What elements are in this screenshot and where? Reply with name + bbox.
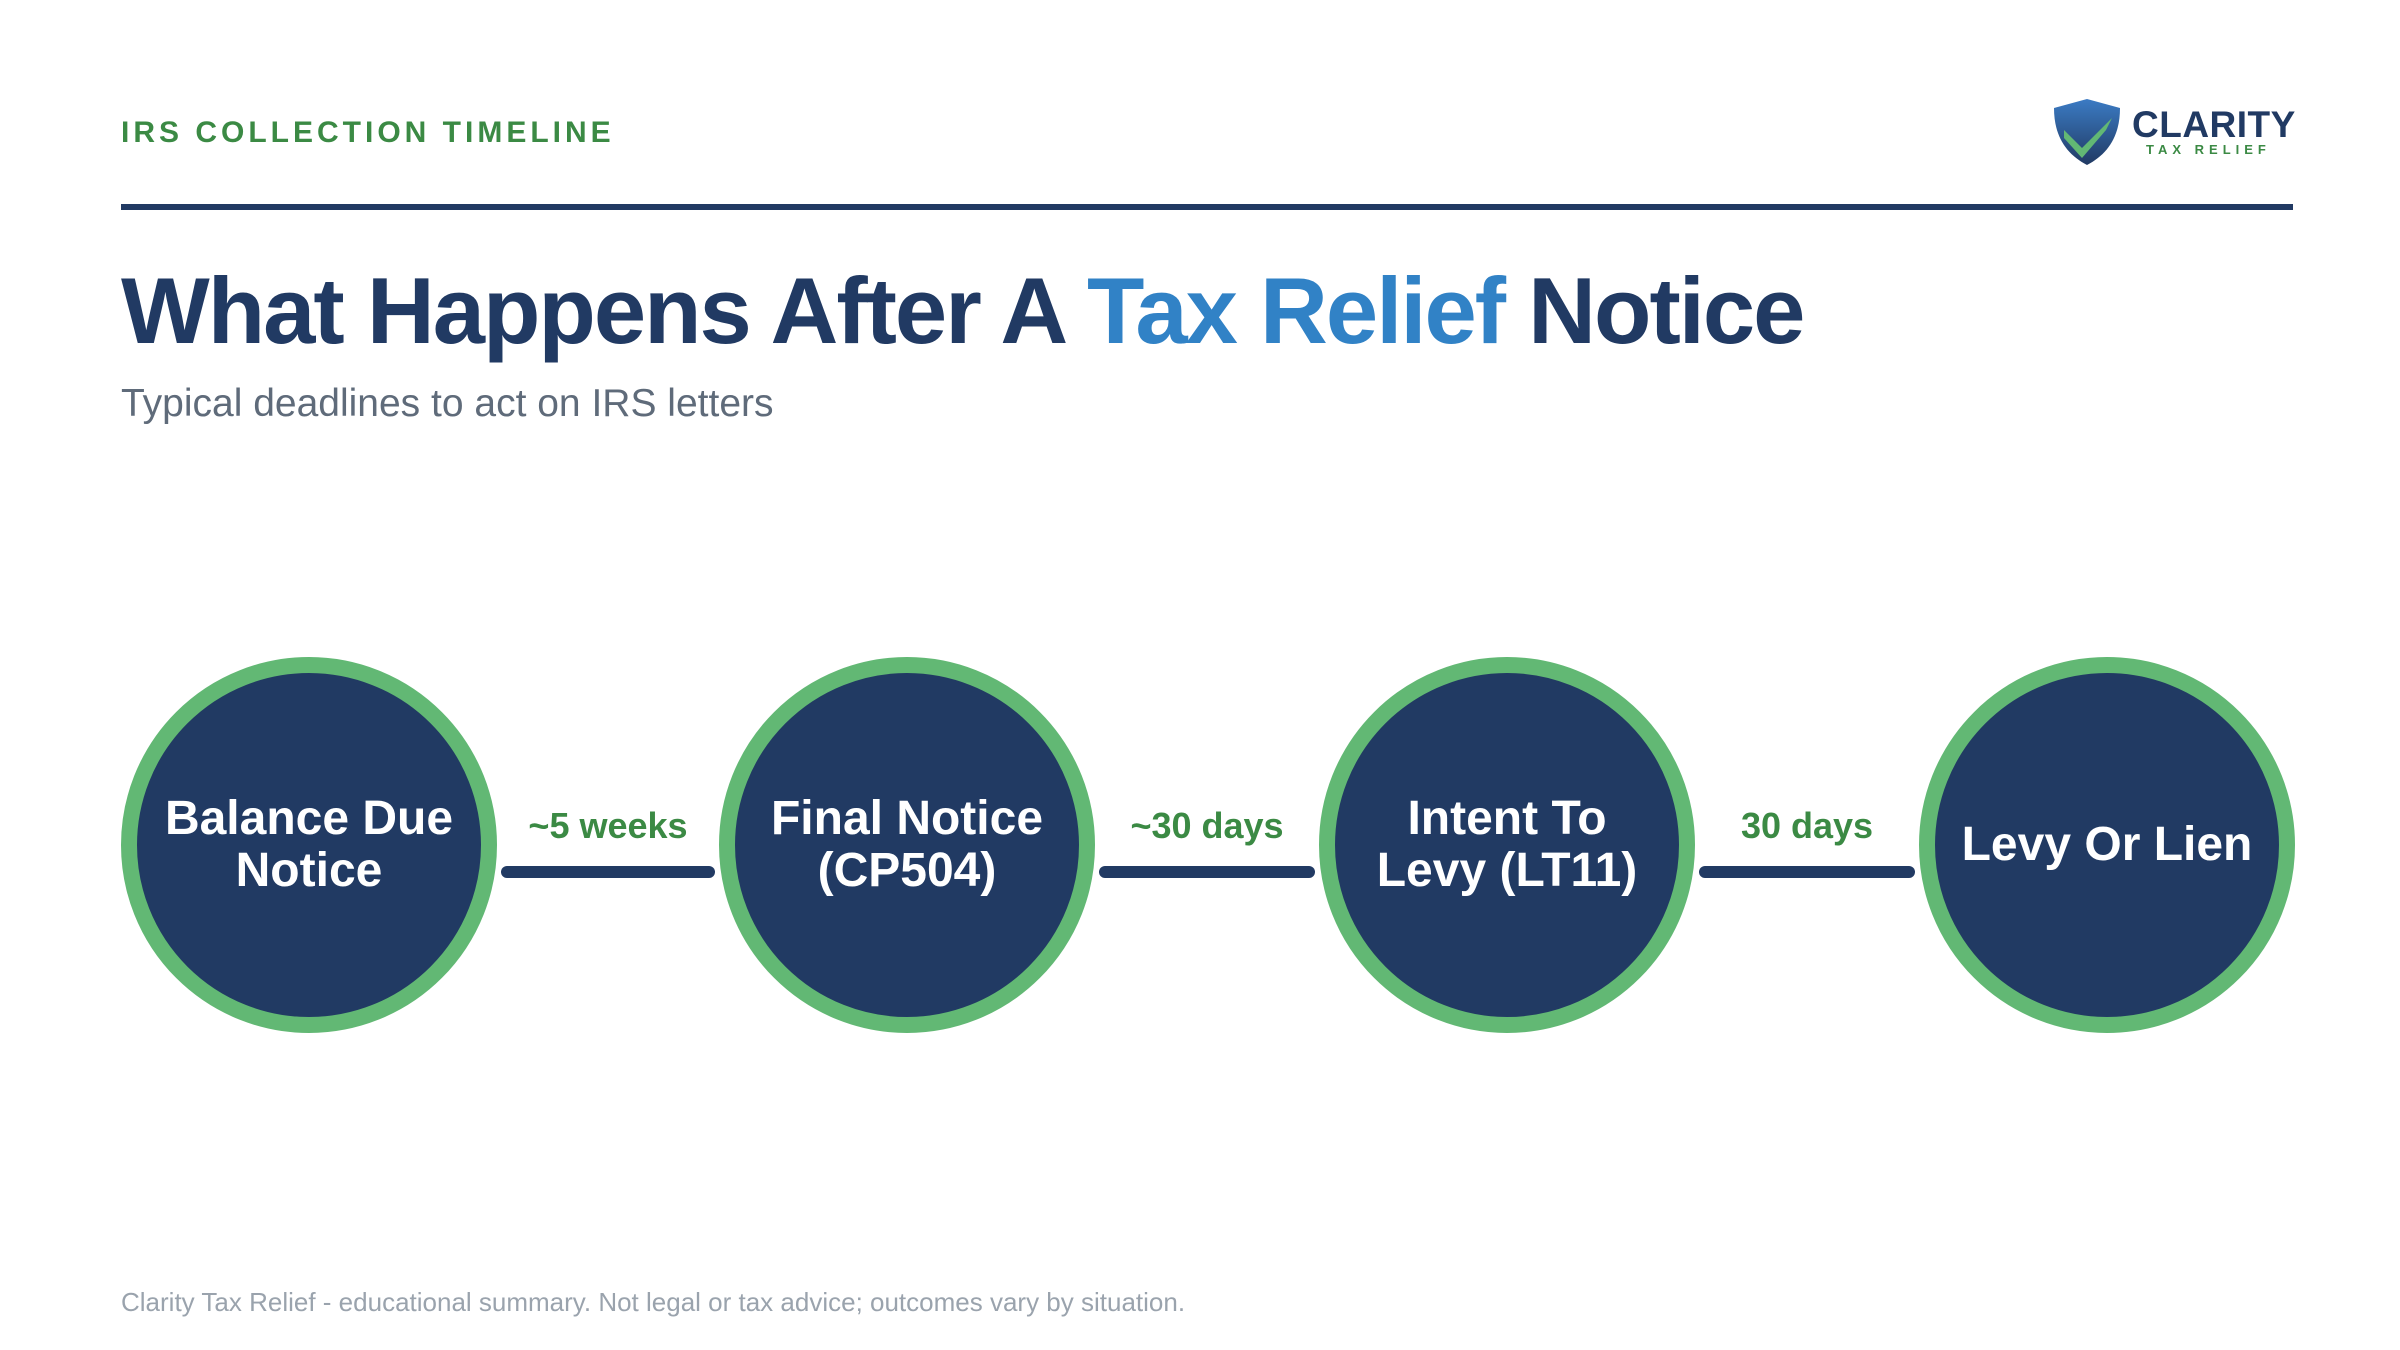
header-rule <box>121 204 2293 210</box>
timeline-step-levy-or-lien: Levy Or Lien <box>1919 657 2295 1033</box>
timeline-interval-3: 30 days <box>1695 657 1919 1033</box>
interval-label: ~5 weeks <box>528 805 688 846</box>
timeline-step-intent-to-levy: Intent To Levy (LT11) <box>1319 657 1695 1033</box>
connector-line <box>501 866 715 878</box>
page-subtitle: Typical deadlines to act on IRS letters <box>121 382 774 425</box>
step-label: Final Notice (CP504) <box>770 792 1044 897</box>
logo-tagline: TAX RELIEF <box>2146 142 2271 157</box>
brand-logo: CLARITY TAX RELIEF <box>2050 96 2300 168</box>
connector-line <box>1699 866 1915 878</box>
logo-wordmark: CLARITY <box>2132 104 2296 145</box>
step-label: Levy Or Lien <box>1961 818 2253 872</box>
timeline-step-balance-due: Balance Due Notice <box>121 657 497 1033</box>
page-title: What Happens After A Tax Relief Notice <box>121 261 1805 361</box>
eyebrow-label: IRS COLLECTION TIMELINE <box>121 116 615 149</box>
title-highlight: Tax Relief <box>1086 258 1506 363</box>
interval-label: 30 days <box>1740 805 1874 846</box>
step-label: Balance Due Notice <box>164 792 454 897</box>
timeline-step-final-notice: Final Notice (CP504) <box>719 657 1095 1033</box>
connector-line <box>1099 866 1315 878</box>
timeline-interval-2: ~30 days <box>1095 657 1319 1033</box>
step-label: Intent To Levy (LT11) <box>1376 792 1638 897</box>
footer-disclaimer: Clarity Tax Relief - educational summary… <box>121 1287 1186 1317</box>
timeline-interval-1: ~5 weeks <box>497 657 719 1033</box>
shield-check-icon <box>2054 99 2120 165</box>
title-text-start: What Happens After A <box>121 258 1087 363</box>
interval-label: ~30 days <box>1130 805 1284 846</box>
title-text-end: Notice <box>1504 258 1805 363</box>
